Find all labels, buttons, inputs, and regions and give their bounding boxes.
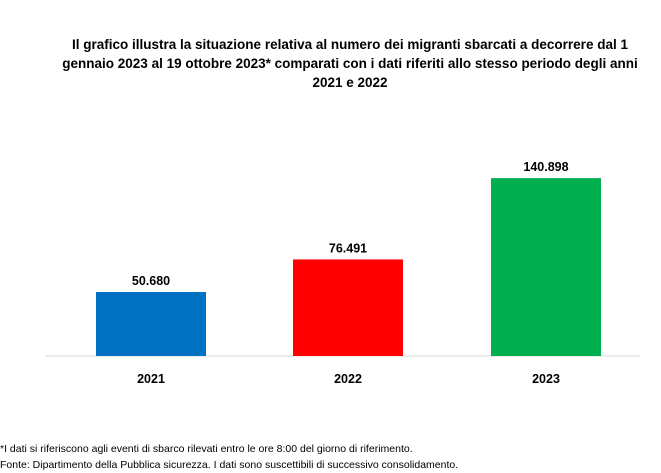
x-tick-label-2021: 2021 <box>137 372 165 386</box>
chart-title: Il grafico illustra la situazione relati… <box>60 35 640 92</box>
chart-title-line-3: 2021 e 2022 <box>312 75 388 90</box>
data-label-2022: 76.491 <box>329 241 367 255</box>
footnote-data: *I dati si riferiscono agli eventi di sb… <box>0 443 413 455</box>
footnote-source: Fonte: Dipartimento della Pubblica sicur… <box>0 459 459 471</box>
chart-title-line-1: Il grafico illustra la situazione relati… <box>72 37 628 52</box>
bar-2022 <box>293 259 403 356</box>
data-label-2023: 140.898 <box>523 160 568 174</box>
footnotes: *I dati si riferiscono agli eventi di sb… <box>0 441 458 473</box>
x-tick-label-2022: 2022 <box>334 372 362 386</box>
chart-title-line-2: gennaio 2023 al 19 ottobre 2023* compara… <box>62 56 638 71</box>
bar-2023 <box>491 178 601 356</box>
bar-2021 <box>96 292 206 356</box>
data-label-2021: 50.680 <box>132 274 170 288</box>
x-tick-label-2023: 2023 <box>532 372 560 386</box>
